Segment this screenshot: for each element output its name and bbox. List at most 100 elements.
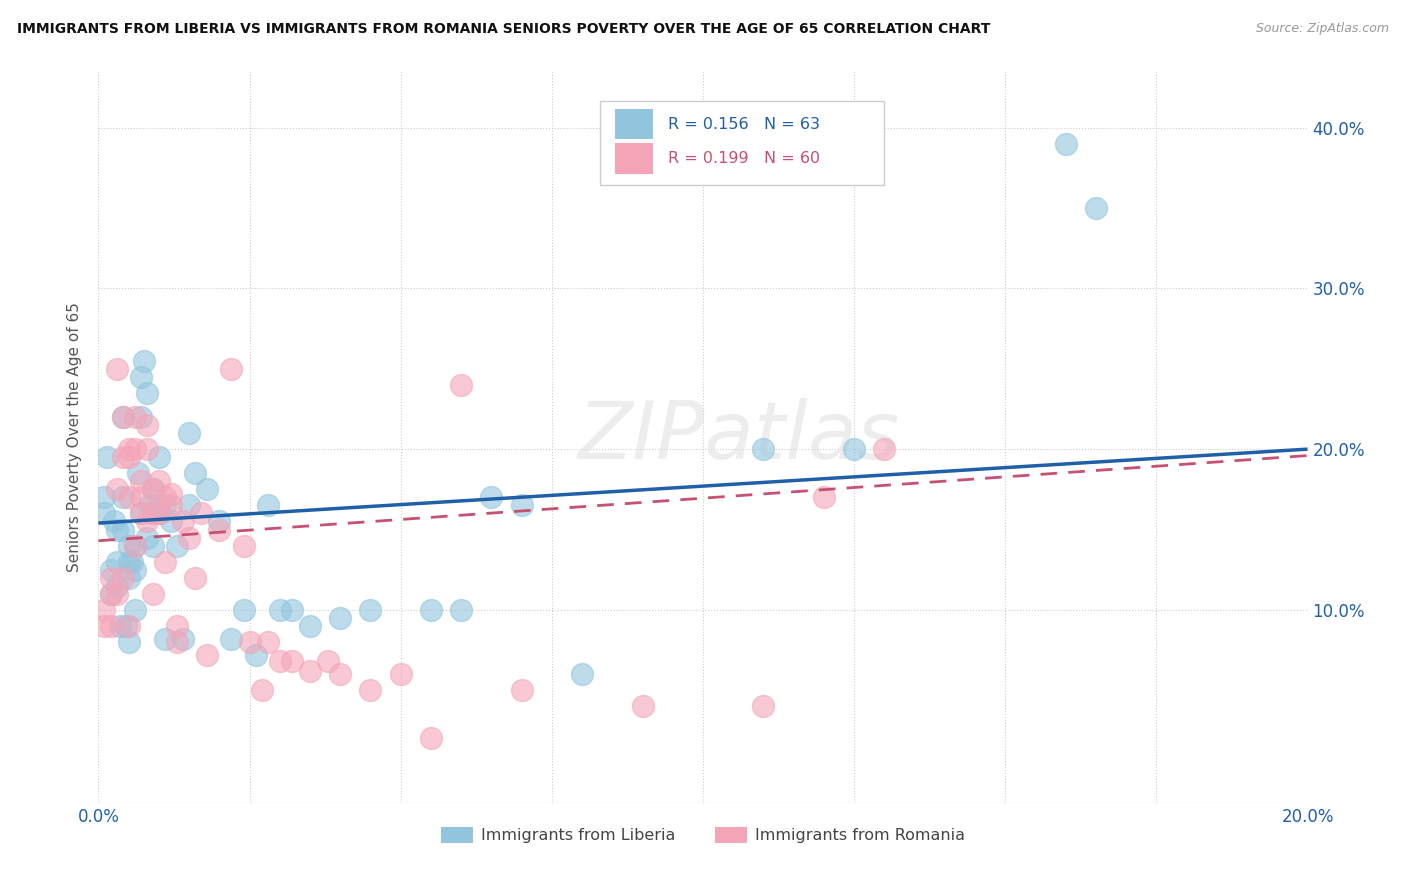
Point xyxy=(166,619,188,633)
Point xyxy=(121,555,143,569)
Point xyxy=(179,531,201,545)
Text: R = 0.156   N = 63: R = 0.156 N = 63 xyxy=(668,117,820,131)
Point xyxy=(166,539,188,553)
Point xyxy=(299,664,322,678)
Point xyxy=(118,442,141,457)
Point xyxy=(316,654,339,668)
Point xyxy=(127,467,149,481)
Point xyxy=(142,507,165,521)
Point xyxy=(142,507,165,521)
Point xyxy=(105,523,128,537)
Point xyxy=(118,450,141,465)
Point xyxy=(100,619,122,633)
Point xyxy=(232,603,254,617)
Point xyxy=(148,475,170,489)
Point xyxy=(172,632,194,646)
Legend: Immigrants from Liberia, Immigrants from Romania: Immigrants from Liberia, Immigrants from… xyxy=(434,821,972,850)
Point xyxy=(329,667,352,681)
Point xyxy=(114,619,136,633)
Point xyxy=(179,499,201,513)
Point xyxy=(510,683,533,698)
Point xyxy=(124,409,146,424)
Point xyxy=(190,507,212,521)
Point xyxy=(93,491,115,505)
Point xyxy=(184,571,207,585)
Point xyxy=(129,409,152,424)
Point xyxy=(118,555,141,569)
Point xyxy=(281,654,304,668)
Point xyxy=(118,491,141,505)
Point xyxy=(160,515,183,529)
Point xyxy=(96,450,118,465)
Point xyxy=(256,499,278,513)
Point xyxy=(124,442,146,457)
Point xyxy=(93,619,115,633)
Point xyxy=(124,539,146,553)
Point xyxy=(245,648,267,662)
Point xyxy=(100,587,122,601)
Point xyxy=(139,499,162,513)
Point xyxy=(103,515,125,529)
Text: IMMIGRANTS FROM LIBERIA VS IMMIGRANTS FROM ROMANIA SENIORS POVERTY OVER THE AGE : IMMIGRANTS FROM LIBERIA VS IMMIGRANTS FR… xyxy=(17,22,990,37)
Point xyxy=(142,483,165,497)
Point xyxy=(195,648,218,662)
Point xyxy=(93,507,115,521)
Point xyxy=(118,539,141,553)
Point xyxy=(813,491,835,505)
Point xyxy=(389,667,412,681)
Point xyxy=(153,555,176,569)
Point xyxy=(132,353,155,368)
Text: R = 0.199   N = 60: R = 0.199 N = 60 xyxy=(668,151,820,166)
Point xyxy=(111,409,134,424)
Point xyxy=(844,442,866,457)
Text: ZIPatlas: ZIPatlas xyxy=(578,398,900,476)
Point xyxy=(129,475,152,489)
Point xyxy=(105,579,128,593)
Point xyxy=(873,442,896,457)
Point xyxy=(153,491,176,505)
Point xyxy=(510,499,533,513)
Point xyxy=(269,603,291,617)
Point xyxy=(148,507,170,521)
Text: Source: ZipAtlas.com: Source: ZipAtlas.com xyxy=(1256,22,1389,36)
Point xyxy=(124,563,146,577)
Point xyxy=(135,385,157,400)
Point xyxy=(153,632,176,646)
Point xyxy=(166,635,188,649)
Point xyxy=(105,587,128,601)
Point xyxy=(1054,136,1077,151)
Point xyxy=(232,539,254,553)
Point xyxy=(450,377,472,392)
Point xyxy=(93,603,115,617)
Point xyxy=(148,450,170,465)
Point xyxy=(360,683,382,698)
Bar xyxy=(614,143,654,174)
Point xyxy=(105,483,128,497)
Point xyxy=(179,425,201,440)
Point xyxy=(124,539,146,553)
Point xyxy=(195,483,218,497)
Point xyxy=(481,491,503,505)
Point xyxy=(752,442,775,457)
Point xyxy=(111,450,134,465)
Bar xyxy=(600,101,884,185)
Y-axis label: Seniors Poverty Over the Age of 65: Seniors Poverty Over the Age of 65 xyxy=(66,302,82,572)
Point xyxy=(124,603,146,617)
Point xyxy=(100,571,122,585)
Point xyxy=(184,467,207,481)
Point xyxy=(135,531,157,545)
Point xyxy=(148,507,170,521)
Point xyxy=(111,571,134,585)
Point xyxy=(631,699,654,714)
Point xyxy=(571,667,593,681)
Point xyxy=(299,619,322,633)
Point xyxy=(239,635,262,649)
Point xyxy=(142,539,165,553)
Point xyxy=(329,611,352,625)
Point xyxy=(118,619,141,633)
Point xyxy=(129,507,152,521)
Point xyxy=(111,409,134,424)
Point xyxy=(221,361,243,376)
Point xyxy=(111,523,134,537)
Point xyxy=(360,603,382,617)
